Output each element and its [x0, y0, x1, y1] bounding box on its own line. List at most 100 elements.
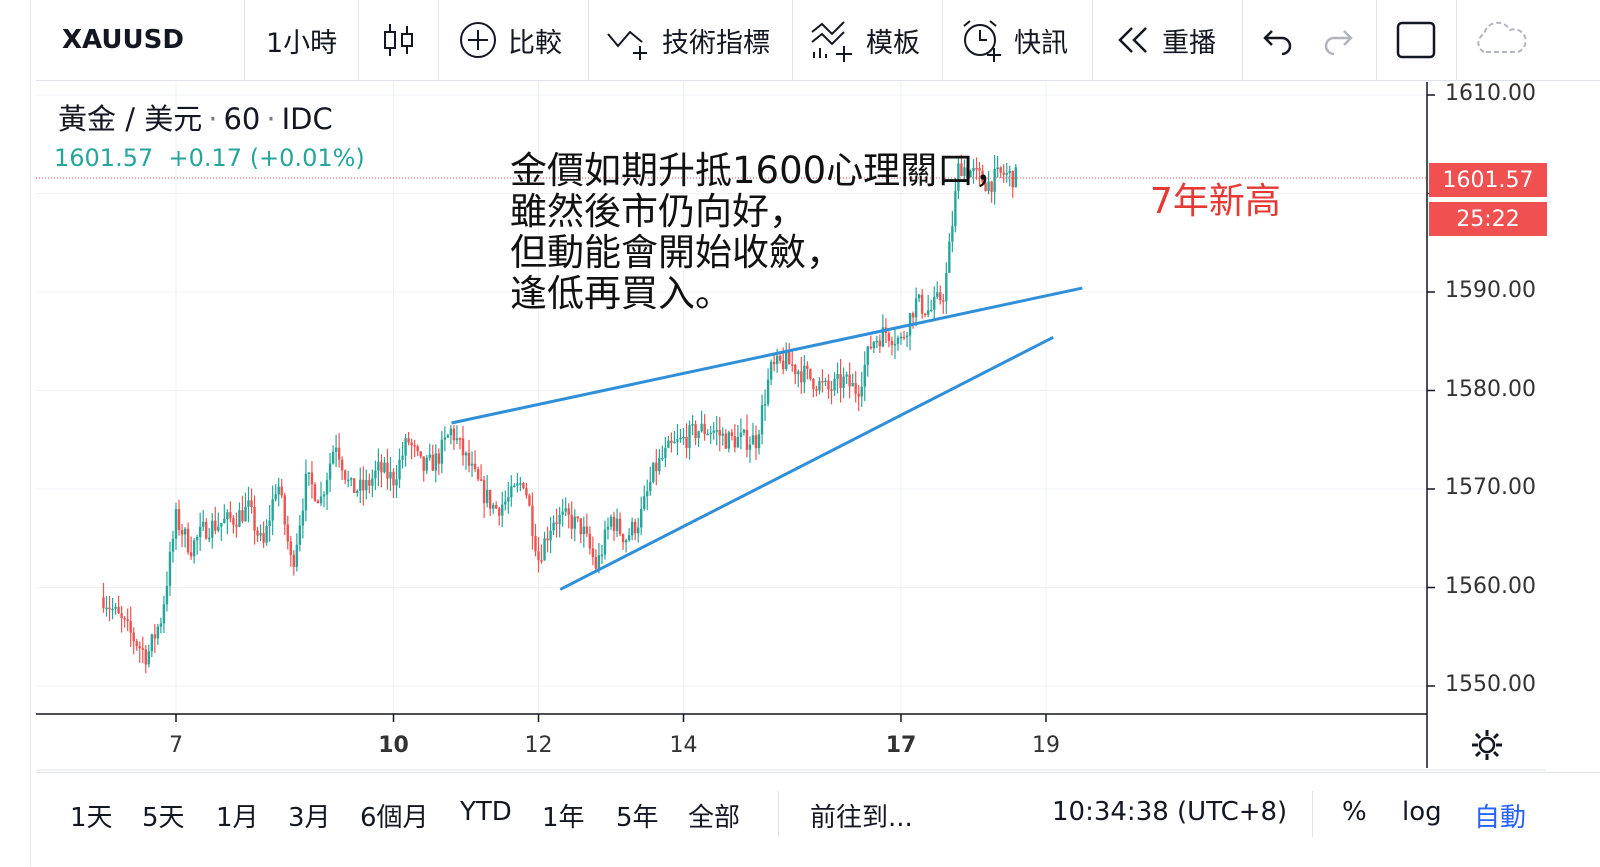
candle-body	[271, 499, 274, 521]
candle-body	[353, 478, 356, 494]
range-3m[interactable]: 3月	[288, 803, 331, 833]
top-toolbar: XAUUSD 1小時 比較 技術指標 模板 快訊 重播	[36, 0, 1600, 81]
candle-body	[153, 634, 157, 639]
y-tick-label: 1580.00	[1445, 376, 1536, 402]
candle-body	[818, 380, 821, 391]
candle-body	[428, 454, 431, 458]
candle-body	[781, 360, 785, 370]
redo-button[interactable]	[1320, 0, 1354, 80]
percent-toggle[interactable]: %	[1342, 797, 1367, 827]
candle-body	[573, 516, 576, 529]
candle-body	[794, 364, 797, 375]
candle-body	[821, 380, 824, 383]
candle-body	[337, 447, 341, 460]
templates-label: 模板	[866, 27, 920, 59]
candle-body	[395, 479, 398, 486]
candle-body	[307, 472, 311, 474]
y-tick-label: 1610.00	[1445, 81, 1536, 106]
candle-body	[322, 494, 326, 497]
candle-body	[126, 619, 129, 622]
candle-body	[999, 167, 1002, 173]
candle-body	[386, 462, 389, 479]
log-toggle[interactable]: log	[1402, 797, 1442, 827]
candle-body	[685, 436, 688, 449]
range-6m[interactable]: 6個月	[360, 803, 429, 833]
candle-body	[328, 463, 332, 480]
compare-label: 比較	[508, 27, 562, 59]
chart-type-button[interactable]	[382, 0, 416, 80]
candle-body	[709, 432, 712, 435]
candle-body	[591, 548, 595, 558]
candle-body	[570, 514, 573, 529]
candle-body	[540, 560, 543, 562]
candle-body	[875, 340, 879, 343]
replay-button[interactable]: 重播	[1116, 0, 1216, 80]
candle-body	[289, 541, 292, 555]
square-icon	[1396, 20, 1436, 60]
candle-body	[525, 488, 528, 496]
range-5y[interactable]: 5年	[616, 803, 659, 833]
candle-body	[926, 310, 930, 315]
symbol-button[interactable]: XAUUSD	[62, 0, 184, 80]
undo-button[interactable]	[1262, 0, 1296, 80]
candle-body	[772, 361, 776, 365]
candle-body	[419, 451, 422, 457]
fullscreen-button[interactable]	[1396, 0, 1436, 80]
candle-body	[374, 470, 377, 479]
indicators-icon	[606, 20, 652, 60]
range-1m[interactable]: 1月	[216, 803, 259, 833]
candle-body	[561, 511, 564, 515]
x-tick-label: 14	[669, 733, 698, 758]
goto-date-button[interactable]: 前往到...	[810, 803, 913, 833]
candle-body	[881, 327, 885, 347]
candle-body	[325, 479, 329, 495]
auto-scale-toggle[interactable]: 自動	[1474, 803, 1527, 833]
candle-body	[389, 471, 392, 479]
range-1d[interactable]: 1天	[70, 803, 113, 833]
candle-body	[942, 300, 945, 302]
candle-body	[473, 463, 477, 470]
candle-body	[141, 648, 144, 650]
range-1y[interactable]: 1年	[542, 803, 585, 833]
candle-body	[238, 510, 241, 527]
candle-body	[537, 551, 540, 561]
chart-settings-button[interactable]	[1470, 728, 1504, 766]
candle-body	[162, 604, 166, 624]
candle-body	[636, 527, 640, 534]
range-all[interactable]: 全部	[688, 803, 741, 833]
candle-body	[229, 512, 232, 519]
candle-body	[350, 478, 353, 480]
candle-body	[519, 483, 522, 485]
candle-body	[960, 163, 963, 177]
candle-body	[658, 457, 661, 472]
candle-body	[156, 626, 160, 639]
candle-body	[775, 355, 779, 365]
legend-interval: 60	[223, 102, 261, 136]
indicators-label: 技術指標	[662, 27, 770, 59]
candle-body	[694, 424, 697, 439]
candle-body	[963, 167, 966, 177]
candle-body	[751, 435, 755, 445]
candle-body	[470, 463, 474, 466]
candle-body	[945, 272, 948, 302]
candle-body	[854, 383, 857, 394]
candle-body	[812, 378, 815, 390]
candle-body	[827, 380, 830, 390]
templates-button[interactable]: 模板	[810, 0, 920, 80]
range-ytd[interactable]: YTD	[460, 797, 512, 827]
candle-body	[1011, 171, 1014, 188]
candle-body	[715, 430, 718, 432]
candle-body	[413, 445, 416, 447]
candle-body	[803, 365, 806, 383]
interval-button[interactable]: 1小時	[266, 0, 337, 80]
indicators-button[interactable]: 技術指標	[606, 0, 770, 80]
candle-body	[673, 441, 676, 444]
range-5d[interactable]: 5天	[142, 803, 185, 833]
alerts-button[interactable]: 快訊	[960, 0, 1068, 80]
candle-body	[268, 520, 271, 526]
candle-body	[555, 522, 558, 524]
clock-display[interactable]: 10:34:38 (UTC+8)	[1052, 797, 1288, 827]
candle-body	[507, 497, 510, 502]
compare-button[interactable]: 比較	[458, 0, 562, 80]
